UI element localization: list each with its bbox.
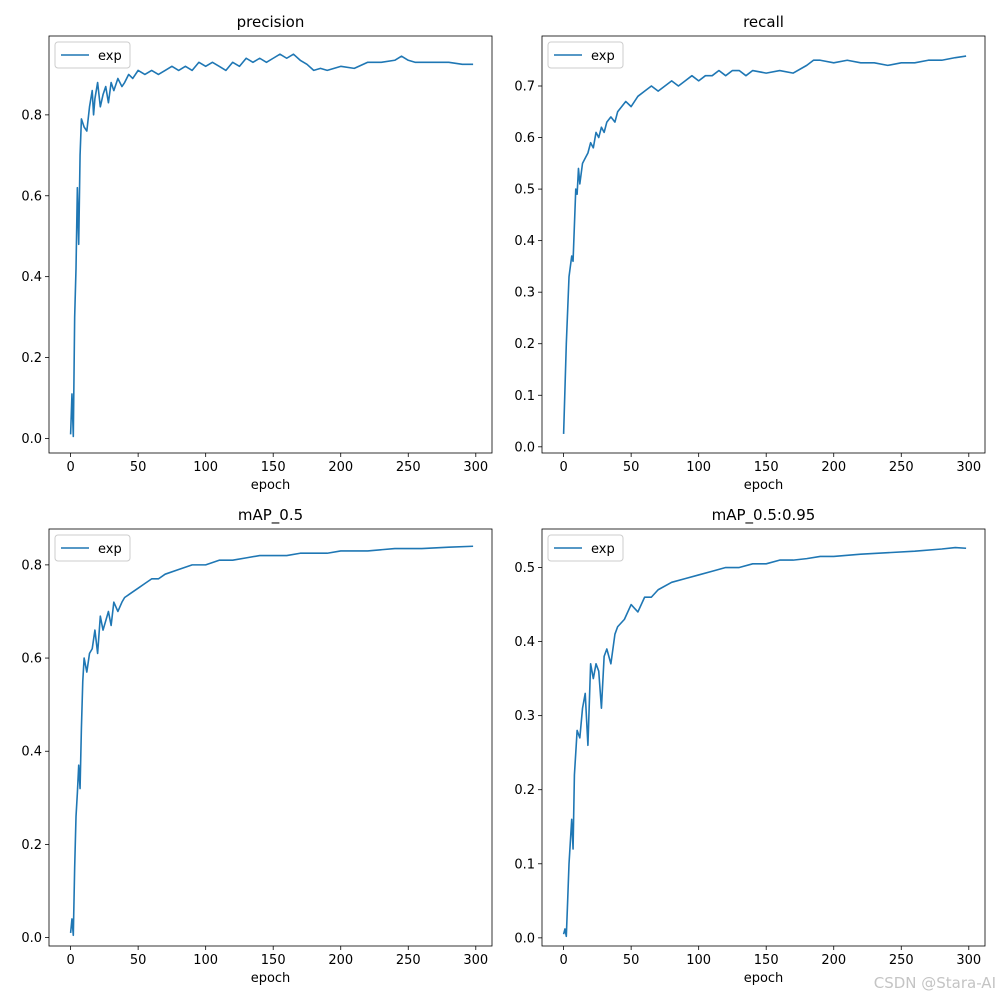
y-tick-label: 0.7 <box>514 79 535 94</box>
x-tick-label: 100 <box>193 953 218 968</box>
y-tick-label: 0.5 <box>514 561 535 576</box>
legend-label: exp <box>98 542 122 557</box>
x-tick-label: 150 <box>261 953 286 968</box>
chart-title: precision <box>237 13 305 31</box>
y-tick-label: 0.2 <box>21 351 42 366</box>
y-tick-label: 0.4 <box>21 270 42 285</box>
x-tick-label: 50 <box>130 460 147 475</box>
y-tick-label: 0.0 <box>514 440 535 455</box>
y-tick-label: 0.0 <box>514 931 535 946</box>
legend-box <box>54 41 131 69</box>
x-tick-label: 300 <box>956 953 981 968</box>
x-tick-label: 250 <box>396 953 421 968</box>
subplot-grid: precision 0 50 100 150 200 250 300 0.0 0.2 0.4 0.6 0… <box>21 13 986 986</box>
x-tick-label: 250 <box>889 460 914 475</box>
x-tick-label: 50 <box>130 953 147 968</box>
legend-label: exp <box>591 49 615 64</box>
series-line-exp <box>562 546 967 938</box>
legend: exp <box>54 41 131 69</box>
series-line-exp <box>69 545 474 937</box>
x-axis-label: epoch <box>251 971 291 986</box>
x-tick-label: 100 <box>686 460 711 475</box>
x-tick-label: 150 <box>754 460 779 475</box>
y-tick-label: 0.6 <box>21 652 42 667</box>
x-tick-label: 200 <box>821 953 846 968</box>
x-tick-label: 200 <box>328 460 353 475</box>
plot-frame <box>541 35 986 454</box>
x-tick-label: 50 <box>623 460 640 475</box>
watermark: CSDN @Stara-AI <box>874 974 996 992</box>
y-tick-label: 0.1 <box>514 857 535 872</box>
y-tick-label: 0.6 <box>514 131 535 146</box>
x-tick-label: 0 <box>559 460 567 475</box>
x-tick-label: 150 <box>261 460 286 475</box>
x-tick-label: 300 <box>956 460 981 475</box>
x-tick-label: 150 <box>754 953 779 968</box>
y-tick-label: 0.0 <box>21 432 42 447</box>
x-tick-label: 200 <box>328 953 353 968</box>
legend: exp <box>547 41 624 69</box>
legend-label: exp <box>591 542 615 557</box>
x-tick-label: 300 <box>463 460 488 475</box>
subplot-1: precision 0 50 100 150 200 250 300 0.0 0.2 0.4 0.6 0… <box>21 13 493 493</box>
x-tick-label: 0 <box>559 953 567 968</box>
x-tick-label: 0 <box>66 953 74 968</box>
chart-title: mAP_0.5:0.95 <box>712 506 816 525</box>
x-axis-label: epoch <box>251 478 291 493</box>
x-tick-label: 200 <box>821 460 846 475</box>
y-tick-label: 0.4 <box>514 635 535 650</box>
legend: exp <box>54 534 131 562</box>
x-tick-label: 250 <box>889 953 914 968</box>
subplot-2: recall 0 50 100 150 200 250 300 0.0 0.1 0.2 0.3 0.4 0… <box>514 13 986 493</box>
x-tick-label: 50 <box>623 953 640 968</box>
y-tick-label: 0.1 <box>514 389 535 404</box>
x-tick-label: 100 <box>193 460 218 475</box>
y-tick-label: 0.3 <box>514 286 535 301</box>
y-tick-label: 0.2 <box>514 783 535 798</box>
y-tick-label: 0.4 <box>514 234 535 249</box>
series-line-exp <box>69 53 474 438</box>
chart-title: mAP_0.5 <box>238 506 303 525</box>
x-tick-label: 300 <box>463 953 488 968</box>
x-tick-label: 100 <box>686 953 711 968</box>
chart-title: recall <box>743 13 784 31</box>
y-tick-label: 0.6 <box>21 189 42 204</box>
x-tick-label: 0 <box>66 460 74 475</box>
y-tick-label: 0.2 <box>514 337 535 352</box>
y-tick-label: 0.3 <box>514 709 535 724</box>
y-tick-label: 0.0 <box>21 931 42 946</box>
y-tick-label: 0.2 <box>21 838 42 853</box>
subplot-4: mAP_0.5:0.95 0 50 100 150 200 250 300 0.0 0.1 0.2 0… <box>514 506 986 986</box>
x-tick-label: 250 <box>396 460 421 475</box>
x-axis-label: epoch <box>744 478 784 493</box>
x-axis-label: epoch <box>744 971 784 986</box>
plot-frame <box>48 35 493 454</box>
legend-label: exp <box>98 49 122 64</box>
legend-box <box>547 41 624 69</box>
legend-box <box>54 534 131 562</box>
y-tick-label: 0.4 <box>21 745 42 760</box>
y-tick-label: 0.5 <box>514 183 535 198</box>
legend: exp <box>547 534 624 562</box>
y-tick-label: 0.8 <box>21 558 42 573</box>
legend-box <box>547 534 624 562</box>
subplot-3: mAP_0.5 0 50 100 150 200 250 300 0.0 0.2 0.4 0.6 0.8… <box>21 506 493 986</box>
plot-frame <box>48 528 493 947</box>
series-line-exp <box>562 55 967 434</box>
y-tick-label: 0.8 <box>21 108 42 123</box>
plot-frame <box>541 528 986 947</box>
